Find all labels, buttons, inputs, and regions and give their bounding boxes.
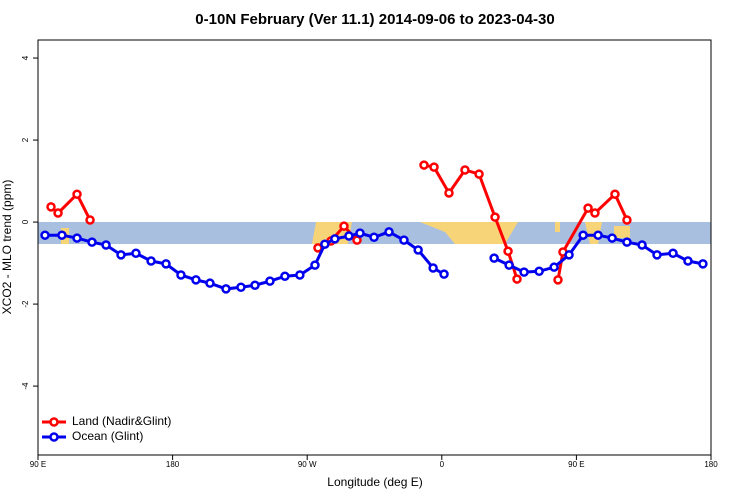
legend-label: Ocean (Glint) — [72, 429, 143, 443]
data-point — [57, 230, 67, 240]
data-point — [310, 260, 320, 270]
data-point — [444, 188, 454, 198]
data-point — [85, 215, 95, 225]
x-tick-label: 90 E — [30, 460, 46, 469]
y-axis-label: XCO2 - MLO trend (ppm) — [0, 180, 14, 315]
data-point — [250, 280, 260, 290]
series-line — [50, 163, 629, 281]
data-point — [504, 260, 514, 270]
data-point — [369, 232, 379, 242]
x-tick-label: 90 E — [568, 460, 584, 469]
data-point — [683, 256, 693, 266]
data-point — [429, 162, 439, 172]
data-point — [53, 208, 63, 218]
data-point — [668, 248, 678, 258]
data-point — [205, 278, 215, 288]
legend-marker — [49, 432, 59, 442]
data-point — [439, 269, 449, 279]
data-point — [590, 208, 600, 218]
data-point — [101, 240, 111, 250]
data-point — [652, 250, 662, 260]
data-point — [191, 275, 201, 285]
data-point — [280, 271, 290, 281]
data-point — [46, 202, 56, 212]
data-point — [637, 240, 647, 250]
data-point — [534, 266, 544, 277]
data-point — [503, 246, 513, 256]
x-tick-label: 90 W — [298, 460, 317, 469]
data-point — [72, 189, 82, 199]
data-point — [622, 237, 632, 247]
data-point — [578, 230, 588, 240]
data-point — [146, 256, 156, 266]
data-point — [330, 234, 340, 244]
data-point — [221, 284, 231, 294]
data-point — [460, 165, 470, 175]
data-point — [355, 228, 365, 238]
plot-frame — [37, 39, 712, 456]
data-point — [564, 250, 574, 260]
data-point — [549, 262, 559, 272]
data-point — [622, 215, 632, 225]
data-point — [176, 270, 186, 280]
data-point — [489, 253, 499, 263]
data-point — [428, 263, 438, 273]
x-axis-label: Longitude (deg E) — [327, 475, 422, 489]
data-point — [295, 270, 305, 280]
data-point — [161, 259, 171, 269]
data-point — [344, 231, 354, 241]
data-point — [116, 250, 126, 260]
legend-marker — [49, 417, 59, 427]
data-point — [87, 237, 97, 247]
data-point — [384, 227, 394, 237]
data-point — [40, 230, 50, 240]
x-tick-label: 0 — [440, 460, 445, 469]
data-point — [236, 282, 246, 293]
data-point — [413, 245, 423, 255]
data-point — [131, 248, 141, 258]
y-tick-label: 0 — [21, 219, 30, 224]
y-tick-label: 4 — [21, 55, 30, 60]
y-tick-label: 2 — [21, 137, 30, 142]
data-point — [419, 160, 429, 170]
data-point — [610, 189, 620, 199]
data-point — [72, 233, 82, 243]
data-point — [583, 203, 593, 213]
data-point — [399, 235, 409, 245]
y-tick-label: -4 — [21, 382, 30, 390]
y-tick-label: -2 — [21, 300, 30, 308]
data-point — [512, 274, 522, 284]
data-point — [474, 169, 484, 179]
data-point — [607, 233, 617, 243]
chart-title: 0-10N February (Ver 11.1) 2014-09-06 to … — [195, 11, 554, 28]
data-point — [490, 212, 500, 222]
data-point — [265, 276, 275, 286]
data-point — [339, 221, 349, 231]
data-point — [593, 230, 603, 240]
data-point — [320, 239, 330, 249]
data-point — [519, 267, 529, 277]
data-point — [698, 259, 708, 269]
data-point — [553, 275, 563, 285]
x-tick-label: 180 — [166, 460, 180, 469]
legend-label: Land (Nadir&Glint) — [72, 414, 171, 428]
x-tick-label: 180 — [704, 460, 718, 469]
